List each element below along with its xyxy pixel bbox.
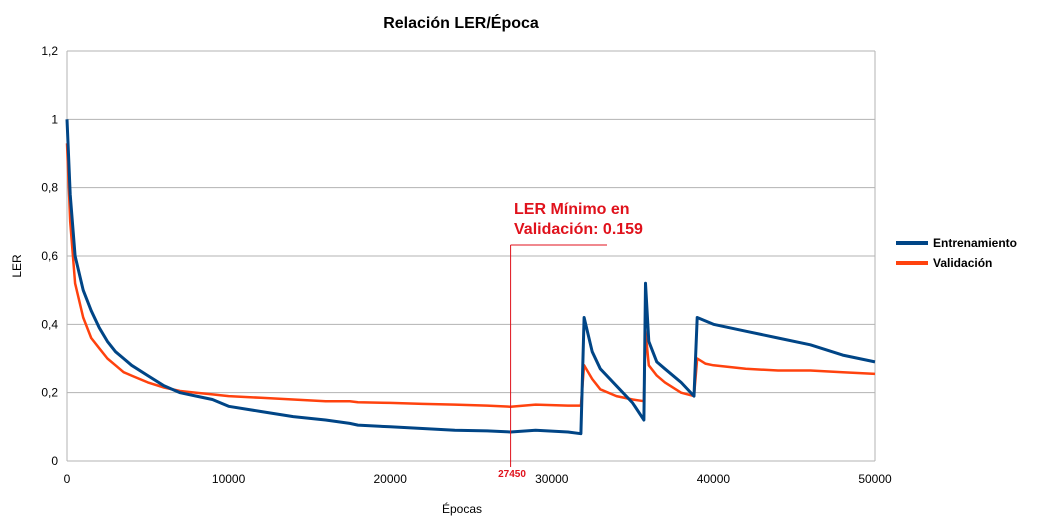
y-tick-label: 1 (51, 112, 58, 126)
y-tick-label: 0,8 (41, 181, 58, 195)
y-axis-label: LER (10, 254, 24, 278)
x-tick-labels: 0 10000 20000 30000 40000 50000 (64, 472, 892, 486)
annotation: LER Mínimo en Validación: 0.159 27450 (498, 201, 643, 480)
legend: Entrenamiento Validación (896, 236, 1017, 270)
y-tick-label: 0,2 (41, 386, 58, 400)
y-tick-label: 0,6 (41, 249, 58, 263)
series-lines (65, 119, 876, 436)
series-line-validacion (65, 143, 876, 408)
x-tick-label: 10000 (212, 472, 246, 486)
legend-label-validacion: Validación (933, 256, 992, 270)
y-tick-label: 0,4 (41, 317, 58, 331)
y-tick-labels: 0 0,2 0,4 0,6 0,8 1 1,2 (41, 44, 58, 468)
series-line-entrenamiento (65, 119, 876, 436)
x-tick-label: 0 (64, 472, 71, 486)
x-tick-label: 50000 (858, 472, 892, 486)
y-tick-label: 1,2 (41, 44, 58, 58)
y-tick-label: 0 (51, 454, 58, 468)
annotation-x-marker-label: 27450 (498, 469, 526, 480)
annotation-line-2: Validación: 0.159 (514, 221, 643, 238)
x-tick-label: 20000 (374, 472, 408, 486)
x-axis-label: Épocas (442, 501, 482, 516)
grid (67, 50, 875, 462)
chart-title: Relación LER/Época (383, 13, 539, 32)
x-tick-label: 30000 (535, 472, 569, 486)
annotation-line-1: LER Mínimo en (514, 201, 630, 218)
x-tick-label: 40000 (697, 472, 731, 486)
legend-label-entrenamiento: Entrenamiento (933, 236, 1017, 250)
